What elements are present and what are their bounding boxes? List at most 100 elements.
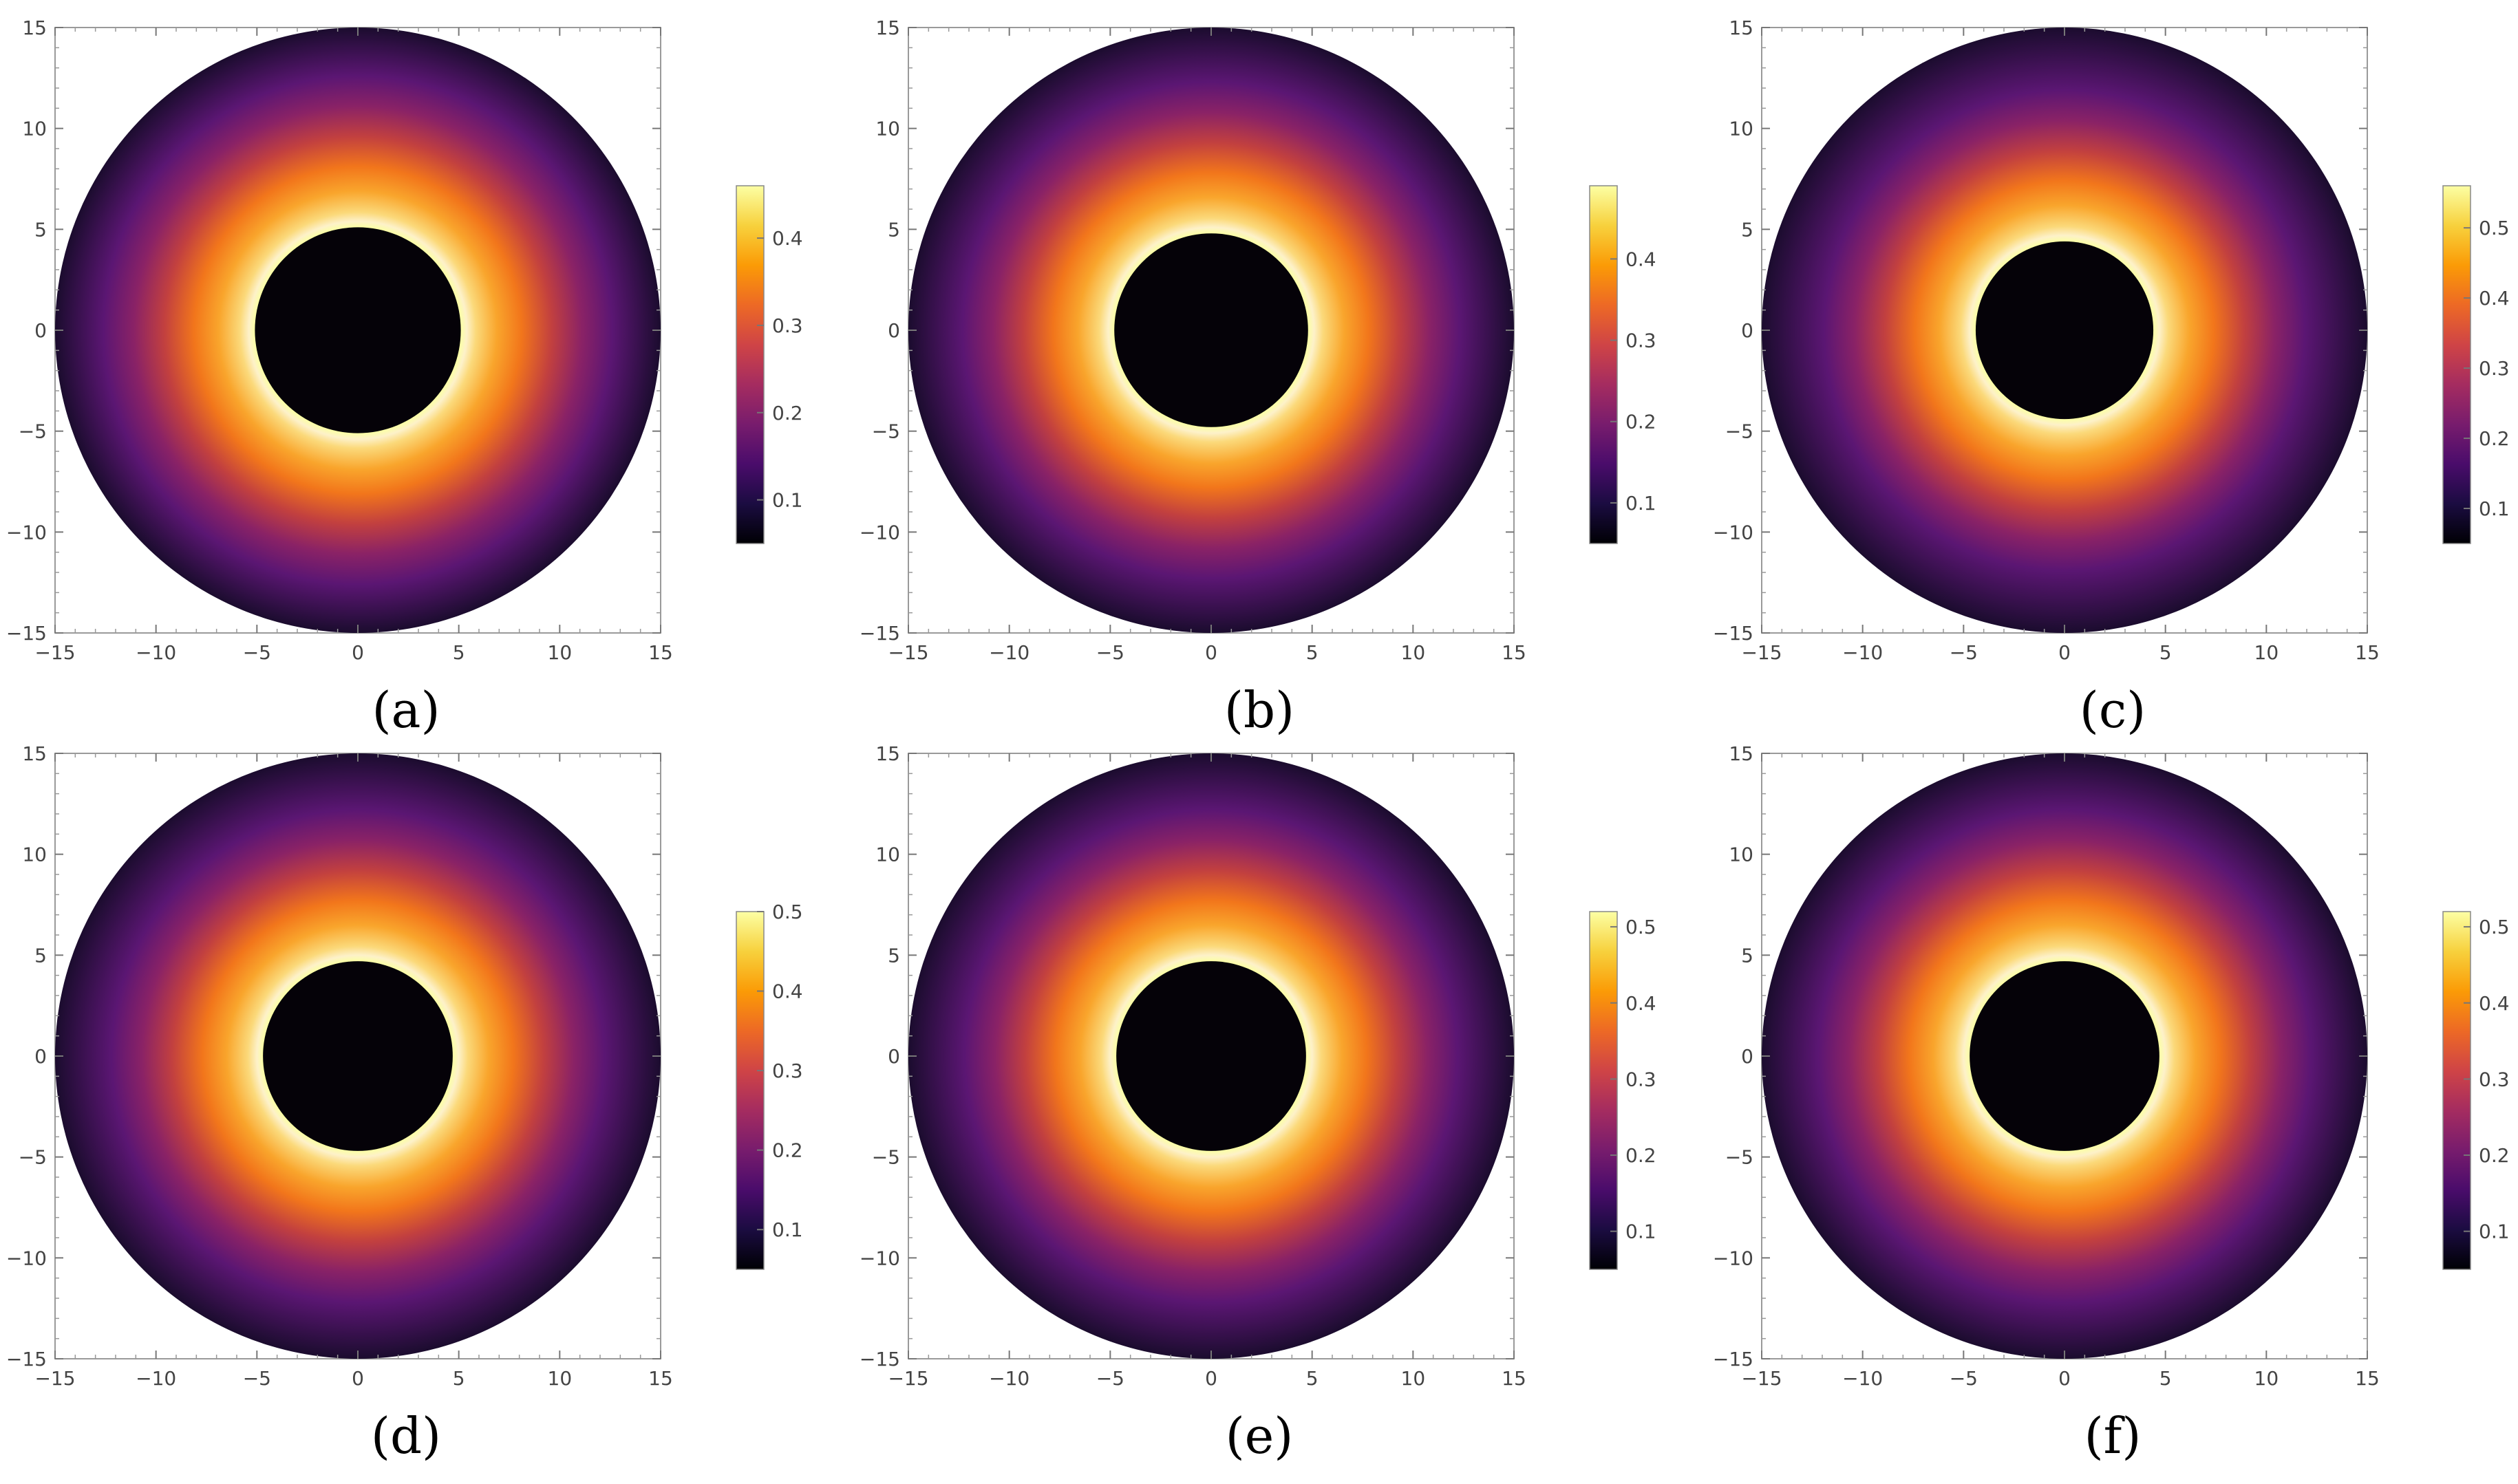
x-tick-label: 5 [2159, 641, 2172, 664]
x-tick-label: 10 [2254, 641, 2279, 664]
plot-panel-f: −15 −10 −5 0 5 10 15 −15 −10 −5 0 5 10 15 0.1 0.2 0.3 0.4… [1713, 742, 2510, 1390]
x-tick-label: 5 [1306, 641, 1319, 664]
x-tick-label: −10 [1842, 641, 1883, 664]
y-tick-label: 10 [22, 118, 47, 140]
x-tick-label: 0 [2058, 641, 2071, 664]
x-tick-label: 0 [1205, 1367, 1217, 1390]
colorbar-tick-label: 0.4 [772, 980, 803, 1003]
y-tick-label: 0 [1741, 319, 1753, 342]
colorbar-c: 0.1 0.2 0.3 0.4 0.5 [2442, 185, 2510, 544]
x-tick-label: 0 [1205, 641, 1217, 664]
colorbar-gradient [2442, 911, 2471, 1270]
colorbar-tick-label: 0.1 [2479, 497, 2510, 520]
y-tick-label: 5 [34, 944, 47, 967]
x-tick-label: 10 [548, 1367, 573, 1390]
colorbar-tick-label: 0.4 [2479, 992, 2510, 1015]
colorbar-tick-label: 0.2 [772, 402, 803, 424]
colorbar-tick-label: 0.2 [2479, 427, 2510, 450]
panel-label-e: (e) [1225, 1407, 1294, 1465]
colorbar-tick-label: 0.1 [1625, 492, 1656, 515]
plot-panel-a: −15 −10 −5 0 5 10 15 −15 −10 −5 0 5 10 15 0.1 0.2 0.3 0.4 [6, 17, 803, 664]
y-tick-label: −5 [19, 1146, 47, 1169]
y-tick-label: −5 [1725, 1146, 1753, 1169]
y-tick-label: −5 [1725, 420, 1753, 443]
colorbar-gradient [736, 911, 765, 1270]
y-tick-label: −10 [6, 1247, 47, 1269]
x-tick-label: 5 [453, 1367, 465, 1390]
black-hole-shadow [263, 961, 453, 1151]
y-tick-label: 15 [22, 17, 47, 39]
colorbar-gradient [736, 185, 765, 544]
y-tick-label: 15 [1729, 17, 1753, 39]
y-tick-label: −10 [1713, 1247, 1753, 1269]
x-tick-label: −15 [888, 1367, 928, 1390]
x-tick-label: 0 [352, 641, 364, 664]
colorbar-tick-label: 0.1 [772, 489, 803, 512]
y-tick-label: 10 [1729, 843, 1753, 866]
x-tick-label: −5 [1950, 641, 1978, 664]
black-hole-shadow [1975, 241, 2154, 420]
colorbar-gradient [2442, 185, 2471, 544]
x-tick-label: −15 [1741, 1367, 1782, 1390]
colorbar-tick-label: 0.5 [2479, 916, 2510, 938]
colorbar-tick-label: 0.1 [1625, 1220, 1656, 1243]
x-tick-label: −10 [136, 641, 176, 664]
colorbar-tick-label: 0.5 [2479, 217, 2510, 239]
colorbar-gradient [1589, 185, 1618, 544]
x-tick-label: 10 [548, 641, 573, 664]
colorbar-tick-label: 0.2 [1625, 1144, 1656, 1167]
plot-panel-b: −15 −10 −5 0 5 10 15 −15 −10 −5 0 5 10 15 0.1 0.2 0.3 0.4 [860, 17, 1656, 664]
panel-label-d: (d) [370, 1407, 442, 1465]
panel-label-c: (c) [2079, 681, 2146, 739]
x-tick-label: −5 [1096, 641, 1124, 664]
y-tick-label: 15 [22, 742, 47, 765]
y-tick-label: 0 [888, 319, 900, 342]
y-tick-label: −15 [6, 1348, 47, 1370]
colorbar-tick-label: 0.2 [772, 1139, 803, 1162]
x-tick-label: 5 [2159, 1367, 2172, 1390]
x-tick-label: −15 [888, 641, 928, 664]
colorbar-tick-label: 0.3 [2479, 1068, 2510, 1090]
colorbar-f: 0.1 0.2 0.3 0.4 0.5 [2442, 911, 2510, 1270]
y-tick-label: 10 [875, 118, 900, 140]
panel-label-a: (a) [372, 681, 440, 739]
x-tick-label: 15 [2355, 1367, 2380, 1390]
y-tick-label: 10 [22, 843, 47, 866]
colorbar-e: 0.1 0.2 0.3 0.4 0.5 [1589, 911, 1656, 1270]
panel-label-f: (f) [2084, 1407, 2142, 1465]
y-tick-label: −15 [1713, 622, 1753, 645]
black-hole-shadow [255, 227, 461, 433]
x-tick-label: −5 [1096, 1367, 1124, 1390]
y-tick-label: −5 [872, 420, 900, 443]
y-tick-label: 10 [875, 843, 900, 866]
x-tick-label: −15 [1741, 641, 1782, 664]
y-tick-label: 0 [34, 319, 47, 342]
x-tick-label: 10 [1401, 1367, 1426, 1390]
x-tick-label: 10 [1401, 641, 1426, 664]
y-tick-label: −15 [860, 1348, 900, 1370]
x-tick-label: −15 [34, 641, 75, 664]
y-tick-label: 0 [888, 1045, 900, 1068]
y-tick-label: −10 [860, 1247, 900, 1269]
x-tick-label: −5 [1950, 1367, 1978, 1390]
x-tick-label: 0 [352, 1367, 364, 1390]
y-tick-label: 5 [888, 218, 900, 241]
x-tick-label: 5 [453, 641, 465, 664]
colorbar-tick-label: 0.5 [772, 901, 803, 923]
x-tick-label: −10 [989, 1367, 1029, 1390]
x-tick-label: 0 [2058, 1367, 2071, 1390]
colorbar-tick-label: 0.2 [1625, 411, 1656, 433]
y-tick-label: 5 [888, 944, 900, 967]
y-tick-label: −15 [6, 622, 47, 645]
y-tick-label: 15 [875, 17, 900, 39]
plot-panel-e: −15 −10 −5 0 5 10 15 −15 −10 −5 0 5 10 15 0.1 0.2 0.3 0.4… [860, 742, 1656, 1390]
colorbar-tick-label: 0.2 [2479, 1144, 2510, 1167]
x-tick-label: −10 [1842, 1367, 1883, 1390]
colorbar-tick-label: 0.4 [1625, 248, 1656, 270]
x-tick-label: −5 [243, 641, 271, 664]
x-tick-label: −5 [243, 1367, 271, 1390]
plot-panel-c: −15 −10 −5 0 5 10 15 −15 −10 −5 0 5 10 15 0.1 0.2 0.3 0.4… [1713, 17, 2510, 664]
x-tick-label: 15 [1502, 641, 1526, 664]
y-tick-label: −10 [1713, 521, 1753, 544]
plot-panel-d: −15 −10 −5 0 5 10 15 −15 −10 −5 0 5 10 15 0.1 0.2 0.3 0.4… [6, 742, 803, 1390]
